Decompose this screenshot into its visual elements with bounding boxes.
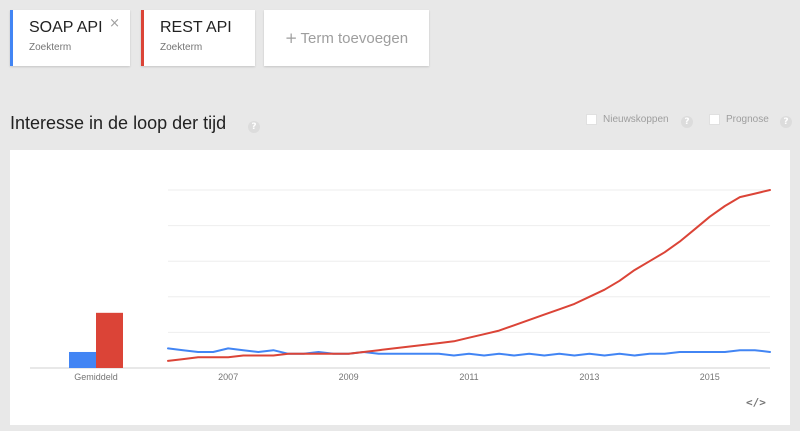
section-title: Interesse in de loop der tijd (10, 113, 227, 133)
average-label: Gemiddeld (74, 372, 118, 382)
term-name: REST API (160, 19, 232, 36)
close-icon[interactable]: × (109, 16, 120, 31)
forecast-help-icon[interactable]: ? (780, 116, 792, 128)
forecast-checkbox[interactable] (709, 114, 720, 125)
help-icon[interactable]: ? (248, 121, 260, 133)
forecast-option[interactable]: Prognose (709, 114, 769, 125)
interest-chart: 2007 2009 2011 2013 2015 Gemiddeld (30, 189, 771, 382)
code-embed-icon[interactable]: </> (746, 396, 766, 409)
x-tick-label: 2013 (579, 372, 599, 382)
forecast-label: Prognose (726, 114, 769, 125)
average-bar-soap-api (69, 351, 96, 368)
add-term-label: Term toevoegen (300, 29, 409, 47)
plus-icon: + (284, 29, 298, 47)
term-card-soap-api[interactable]: SOAP API Zoekterm × (10, 10, 130, 66)
term-type: Zoekterm (160, 42, 203, 53)
series-line-soap-api (167, 347, 771, 357)
news-headlines-option[interactable]: Nieuwskoppen (586, 114, 669, 125)
term-name: SOAP API (29, 19, 103, 36)
average-bar-rest-api (96, 312, 123, 368)
term-type: Zoekterm (29, 42, 72, 53)
interest-chart-panel: 2007 2009 2011 2013 2015 Gemiddeld </> (10, 150, 790, 425)
news-headlines-label: Nieuwskoppen (603, 114, 669, 125)
x-tick-label: 2009 (339, 372, 359, 382)
term-card-rest-api[interactable]: REST API Zoekterm (141, 10, 255, 66)
news-headlines-checkbox[interactable] (586, 114, 597, 125)
news-help-icon[interactable]: ? (681, 116, 693, 128)
x-tick-label: 2011 (459, 372, 478, 382)
add-term-button[interactable]: + Term toevoegen (264, 10, 429, 66)
x-tick-label: 2015 (700, 372, 720, 382)
x-tick-label: 2007 (218, 372, 238, 382)
series-line-rest-api (167, 189, 771, 362)
